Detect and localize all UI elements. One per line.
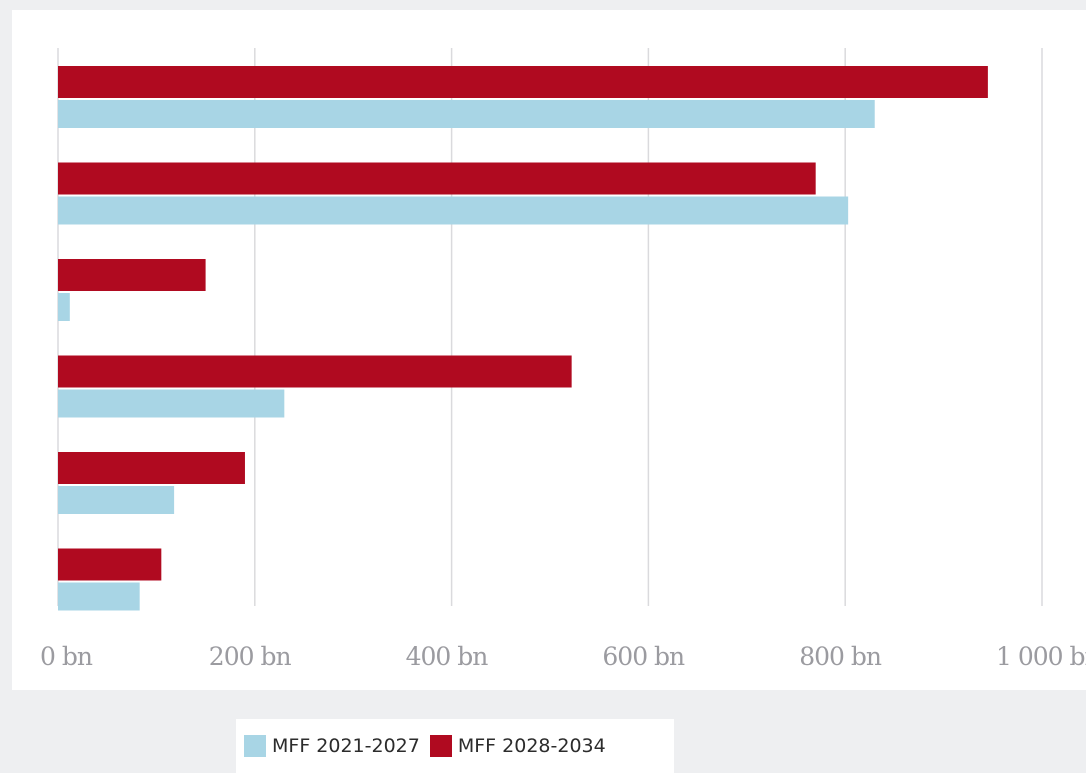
x-tick-label: 400 bn xyxy=(406,642,489,671)
legend-item-mff-2028-2034: MFF 2028-2034 xyxy=(429,735,606,757)
bar-chart: 0 bn 200 bn 400 bn 600 bn 800 bn 1 000 bn xyxy=(40,48,1086,671)
bar-mff-2028-2034 xyxy=(58,259,206,291)
legend-swatch-mff-2021-2027 xyxy=(244,735,266,757)
bar-mff-2028-2034 xyxy=(58,66,988,98)
bars xyxy=(58,66,988,611)
bar-mff-2021-2027 xyxy=(58,196,849,225)
x-tick-label: 800 bn xyxy=(799,642,882,671)
x-axis-ticks: 0 bn 200 bn 400 bn 600 bn 800 bn 1 000 bn xyxy=(40,642,1086,671)
bar-mff-2028-2034 xyxy=(58,548,162,581)
legend-swatch-mff-2028-2034 xyxy=(429,735,452,757)
legend-label-mff-2028-2034: MFF 2028-2034 xyxy=(457,735,606,757)
bar-mff-2021-2027 xyxy=(58,486,175,514)
bar-mff-2028-2034 xyxy=(58,355,572,388)
x-tick-label: 1 000 bn xyxy=(996,642,1086,671)
legend-item-mff-2021-2027: MFF 2021-2027 xyxy=(244,735,420,757)
gridlines xyxy=(57,48,1043,606)
legend: MFF 2021-2027 MFF 2028-2034 xyxy=(236,719,674,773)
x-tick-label: 200 bn xyxy=(209,642,292,671)
bar-mff-2028-2034 xyxy=(58,452,245,484)
bar-mff-2021-2027 xyxy=(58,582,140,611)
bar-mff-2028-2034 xyxy=(58,162,816,195)
x-tick-label: 0 bn xyxy=(40,642,93,671)
bar-mff-2021-2027 xyxy=(58,389,285,418)
x-tick-label: 600 bn xyxy=(602,642,685,671)
bar-mff-2021-2027 xyxy=(58,100,875,128)
legend-label-mff-2021-2027: MFF 2021-2027 xyxy=(272,735,420,757)
chart-panel: 0 bn 200 bn 400 bn 600 bn 800 bn 1 000 bn xyxy=(12,10,1086,690)
bar-mff-2021-2027 xyxy=(58,293,70,321)
